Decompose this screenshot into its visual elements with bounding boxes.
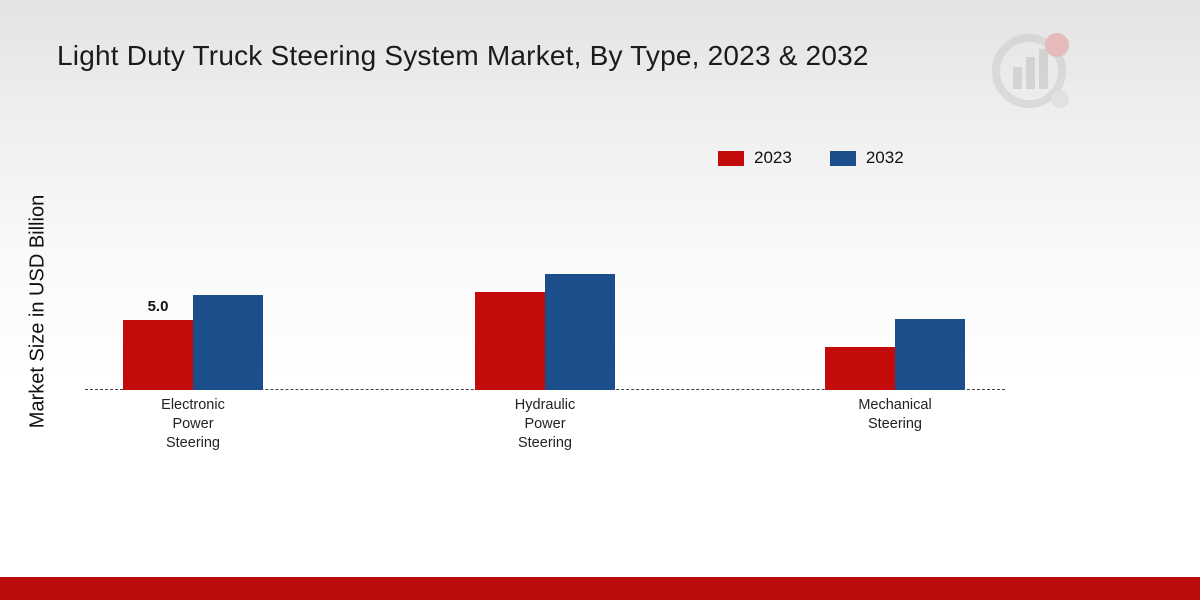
legend-item-2023: 2023 <box>718 148 792 168</box>
value-label-5-0: 5.0 <box>147 298 169 315</box>
plot-area: 5.0 <box>85 228 1005 390</box>
legend-item-2032: 2032 <box>829 148 904 168</box>
chart-title: Light Duty Truck Steering System Market,… <box>57 40 869 71</box>
bar-group-hydraulic-power-steering <box>475 274 615 390</box>
bar-2032-electronic-power-steering <box>193 295 263 390</box>
legend: 2023 2032 <box>718 148 904 168</box>
legend-label-2032: 2032 <box>865 148 904 167</box>
bar-2032-hydraulic-power-steering <box>545 274 615 390</box>
category-labels: Electronic Power Steering Hydraulic Powe… <box>85 396 1005 466</box>
bar-group-electronic-power-steering: 5.0 <box>123 295 263 390</box>
bar-2032-mechanical-steering <box>895 319 965 390</box>
legend-swatch-2023 <box>718 150 744 166</box>
bar-group-mechanical-steering <box>825 319 965 390</box>
category-label-mechanical-steering: Mechanical Steering <box>858 397 932 433</box>
footer-accent-bar <box>0 577 1200 600</box>
bar-2023-hydraulic-power-steering <box>475 292 545 390</box>
category-label-hydraulic-power-steering: Hydraulic Power Steering <box>514 397 576 452</box>
y-axis-label: Market Size in USD Billion <box>26 194 49 429</box>
bar-2023-electronic-power-steering: 5.0 <box>123 298 193 390</box>
legend-swatch-2032 <box>829 150 856 166</box>
bar-2023-mechanical-steering <box>825 347 895 390</box>
category-label-electronic-power-steering: Electronic Power Steering <box>161 397 225 452</box>
brand-watermark-icon <box>985 25 1080 125</box>
legend-label-2023: 2023 <box>754 148 792 167</box>
